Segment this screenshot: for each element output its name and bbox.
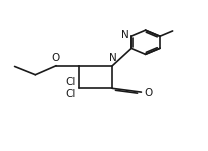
Text: O: O [51, 53, 59, 63]
Text: Cl: Cl [66, 77, 76, 87]
Text: N: N [121, 31, 129, 40]
Text: N: N [109, 53, 117, 63]
Text: Cl: Cl [66, 89, 76, 99]
Text: O: O [145, 88, 153, 98]
